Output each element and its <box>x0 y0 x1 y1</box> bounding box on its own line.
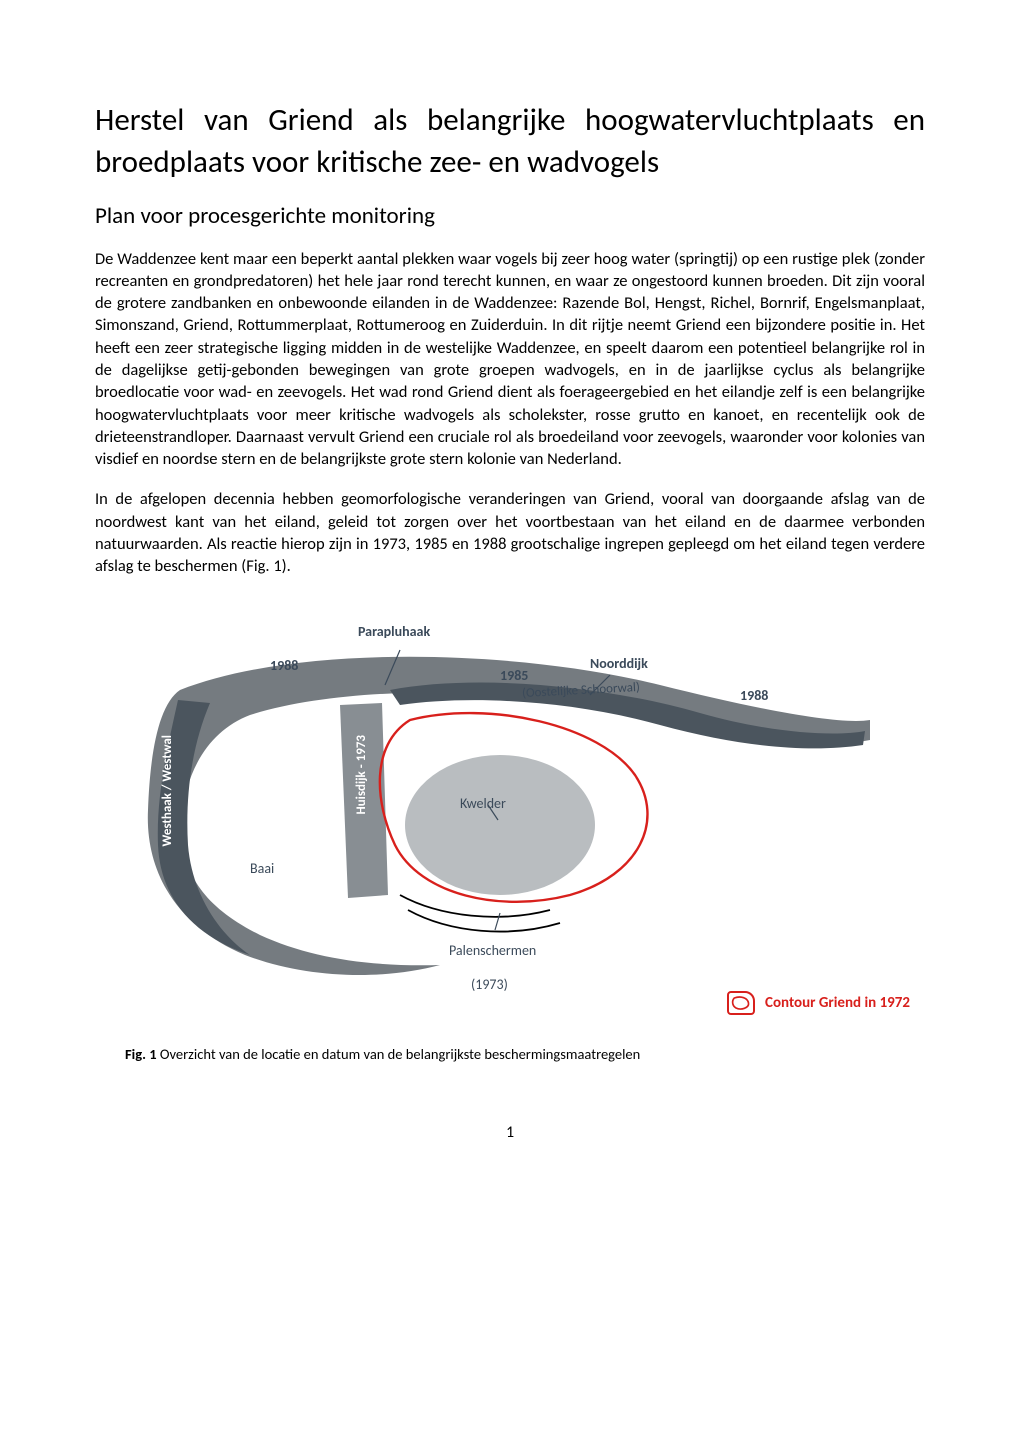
label-huisdijk: Huisdijk - 1973 <box>354 735 369 815</box>
label-noorddijk: Noorddijk <box>590 655 648 672</box>
label-baai: Baai <box>250 860 274 877</box>
label-1988-right: 1988 <box>740 687 768 704</box>
label-palenschermen-year: (1973) <box>449 976 508 993</box>
figure-caption-text: Overzicht van de locatie en datum van de… <box>157 1045 641 1063</box>
legend-text: Contour Griend in 1972 <box>765 994 910 1012</box>
legend-swatch <box>727 991 755 1015</box>
label-parapluhaak: Parapluhaak <box>358 623 430 640</box>
legend: Contour Griend in 1972 <box>727 991 910 1015</box>
paragraph-2: In de afgelopen decennia hebben geomorfo… <box>95 488 925 577</box>
paragraph-1: De Waddenzee kent maar een beperkt aanta… <box>95 248 925 471</box>
figure-diagram: Parapluhaak 1988 1985 Noorddijk (Oosteli… <box>100 595 920 1025</box>
label-kwelder: Kwelder <box>460 795 506 812</box>
page-number: 1 <box>95 1123 925 1142</box>
label-1985: 1985 <box>500 667 528 684</box>
figure-1: Parapluhaak 1988 1985 Noorddijk (Oosteli… <box>95 595 925 1063</box>
label-westhaak: Westhaak / Westwal <box>160 735 175 847</box>
figure-caption: Fig. 1 Overzicht van de locatie en datum… <box>125 1045 925 1063</box>
label-1988-left: 1988 <box>270 657 298 674</box>
figure-caption-bold: Fig. 1 <box>125 1045 157 1063</box>
label-palenschermen: Palenschermen (1973) <box>430 925 536 1010</box>
label-palenschermen-text: Palenschermen <box>449 942 536 959</box>
page-title: Herstel van Griend als belangrijke hoogw… <box>95 100 925 184</box>
subtitle: Plan voor procesgerichte monitoring <box>95 202 925 230</box>
kwelder-shape <box>405 755 595 895</box>
